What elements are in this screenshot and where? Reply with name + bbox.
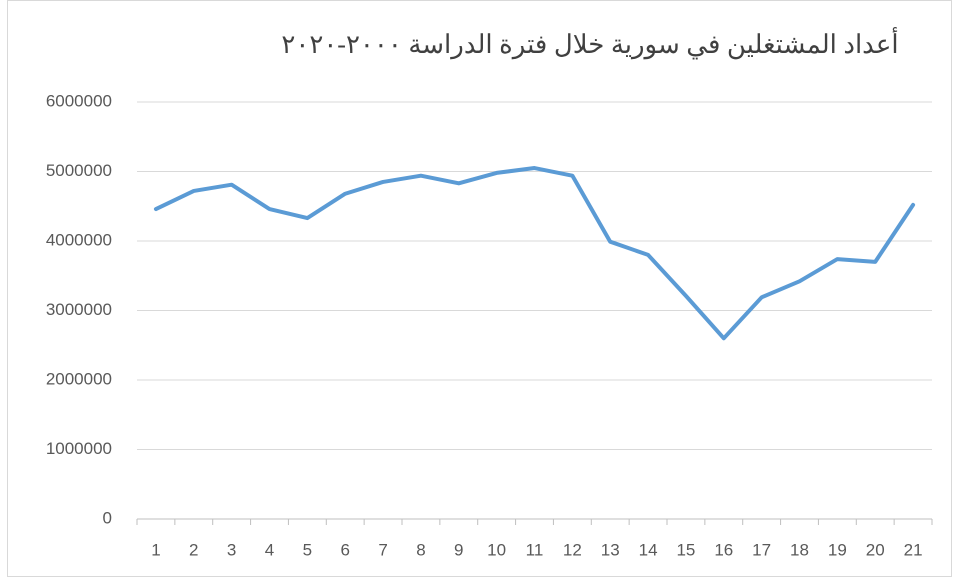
x-tick-label: 10 xyxy=(487,540,506,559)
x-tick-label: 16 xyxy=(714,540,733,559)
x-tick-label: 3 xyxy=(227,540,236,559)
y-tick-label: 1000000 xyxy=(46,439,112,458)
y-tick-label: 0 xyxy=(103,508,112,527)
y-tick-label: 5000000 xyxy=(46,161,112,180)
x-tick-label: 19 xyxy=(828,540,847,559)
x-tick-label: 12 xyxy=(563,540,582,559)
x-tick-label: 15 xyxy=(676,540,695,559)
x-tick-label: 1 xyxy=(151,540,160,559)
x-tick-label: 4 xyxy=(265,540,274,559)
chart-title: أعداد المشتغلين في سورية خلال فترة الدرا… xyxy=(281,26,898,60)
x-tick-label: 6 xyxy=(340,540,349,559)
x-tick-label: 14 xyxy=(639,540,658,559)
x-tick-label: 11 xyxy=(526,540,544,559)
x-tick-label: 20 xyxy=(866,540,885,559)
x-tick-label: 2 xyxy=(189,540,198,559)
x-tick-label: 13 xyxy=(601,540,620,559)
x-tick-label: 9 xyxy=(454,540,463,559)
x-tick-label: 18 xyxy=(790,540,809,559)
data-line xyxy=(153,166,916,341)
x-tick-label: 17 xyxy=(752,540,771,559)
x-tick-label: 8 xyxy=(416,540,425,559)
y-tick-label: 3000000 xyxy=(46,300,112,319)
x-tick-label: 21 xyxy=(904,540,923,559)
y-tick-label: 6000000 xyxy=(46,91,112,110)
x-tick-label: 5 xyxy=(303,540,312,559)
y-tick-label: 2000000 xyxy=(46,369,112,388)
chart-border xyxy=(7,0,952,577)
y-tick-label: 4000000 xyxy=(46,230,112,249)
x-tick-label: 7 xyxy=(378,540,387,559)
